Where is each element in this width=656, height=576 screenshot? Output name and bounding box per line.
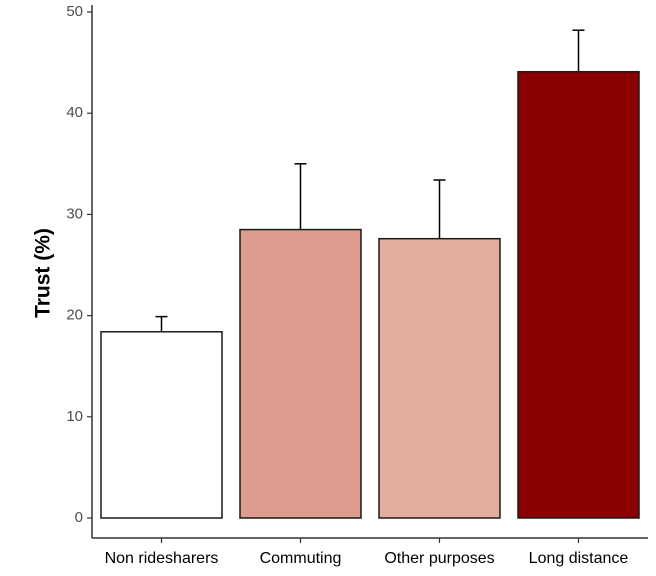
y-tick-label: 40 xyxy=(66,104,83,121)
y-tick-label: 50 xyxy=(66,3,83,20)
bar-long-distance xyxy=(517,70,640,519)
x-tick-label: Non ridesharers xyxy=(105,550,219,567)
bar-commuting xyxy=(239,228,362,519)
x-tick-label: Other purposes xyxy=(384,550,494,567)
y-axis-title: Trust (%) xyxy=(32,228,55,318)
plot-area: Non ridesharers Commuting Other purposes Lo… xyxy=(66,3,648,567)
y-tick-label: 10 xyxy=(66,408,83,425)
y-tick-label: 0 xyxy=(75,509,83,526)
x-tick-label: Long distance xyxy=(529,550,629,567)
y-tick-label: 30 xyxy=(66,205,83,222)
bar-non-ridesharers xyxy=(100,331,223,519)
bar-other-purposes xyxy=(378,237,501,519)
x-tick-label: Commuting xyxy=(260,550,342,567)
y-tick-label: 20 xyxy=(66,307,83,324)
